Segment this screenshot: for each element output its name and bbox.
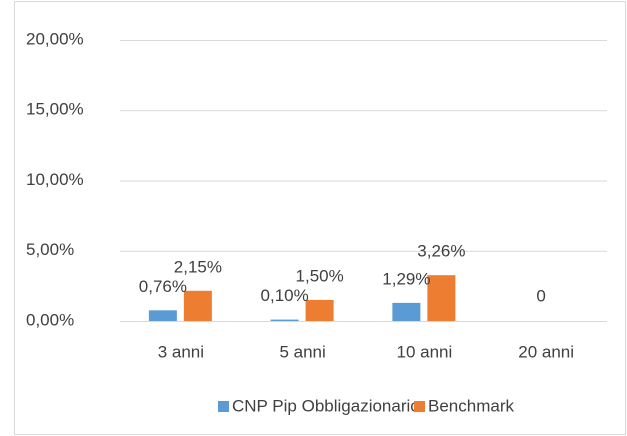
- chart-border: [14, 1, 626, 435]
- bar: [427, 275, 456, 321]
- legend-swatch: [414, 401, 425, 412]
- data-label: 3,26%: [417, 242, 465, 261]
- data-label: 1,50%: [296, 266, 344, 285]
- x-tick-label: 5 anni: [279, 342, 325, 361]
- x-tick-label: 3 anni: [158, 342, 204, 361]
- bar: [270, 319, 299, 321]
- data-label: 0: [536, 286, 545, 305]
- data-label: 0,10%: [261, 286, 309, 305]
- legend-swatch: [218, 401, 229, 412]
- bar: [183, 290, 212, 321]
- bar: [392, 302, 421, 321]
- data-label: 2,15%: [174, 257, 222, 276]
- legend-label: CNP Pip Obbligazionario: [232, 396, 420, 415]
- y-tick-label: 15,00%: [26, 100, 84, 119]
- y-tick-label: 10,00%: [26, 170, 84, 189]
- data-label: 1,29%: [382, 269, 430, 288]
- bar: [305, 299, 334, 321]
- data-label: 0,76%: [139, 277, 187, 296]
- legend-label: Benchmark: [428, 396, 514, 415]
- bar: [148, 310, 177, 321]
- y-tick-label: 20,00%: [26, 29, 84, 48]
- x-tick-label: 20 anni: [518, 342, 574, 361]
- y-tick-label: 5,00%: [26, 240, 74, 259]
- y-tick-label: 0,00%: [26, 310, 74, 329]
- x-tick-label: 10 anni: [396, 342, 452, 361]
